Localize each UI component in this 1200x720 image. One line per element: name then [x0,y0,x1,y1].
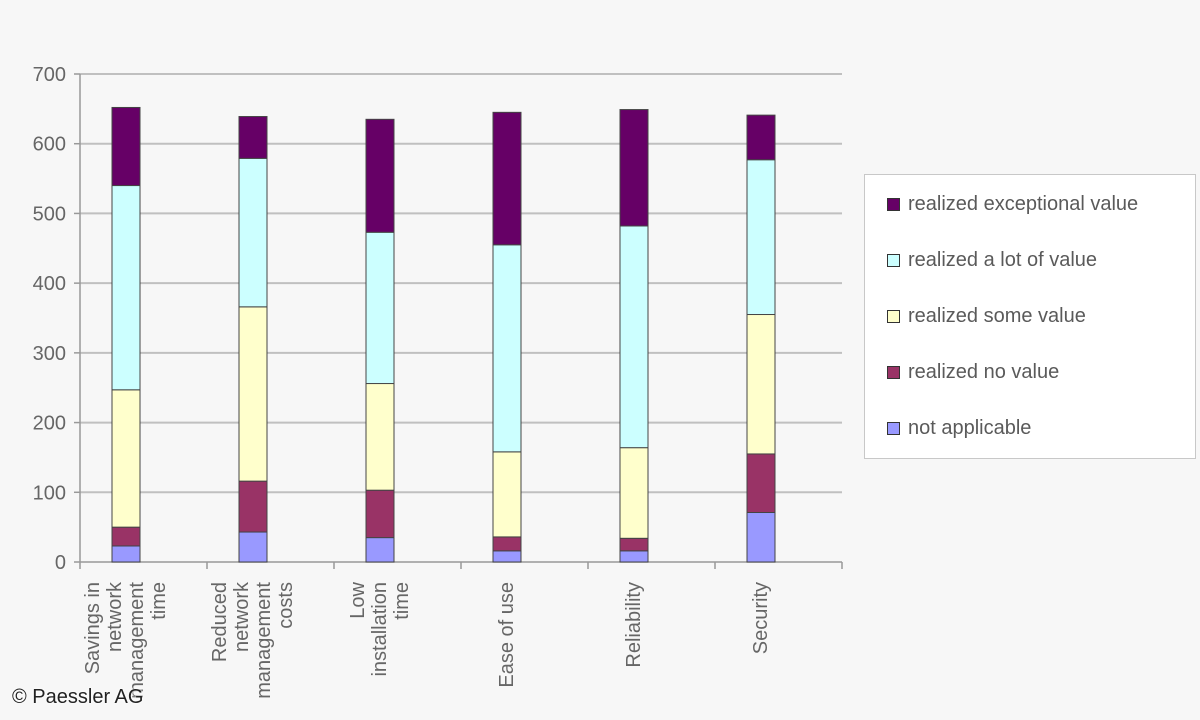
y-tick-label: 600 [33,134,66,156]
legend-item: not applicable [887,417,1031,440]
legend-label: realized a lot of value [908,249,1098,271]
legend-swatch [887,198,900,211]
legend-swatch [887,254,900,267]
bar-segment [492,550,522,563]
bar-segment [492,244,522,453]
legend: realized exceptional value realized a lot… [864,174,1196,459]
x-category-label: installation [369,582,391,677]
bar-segment [238,157,268,308]
bar-segment [365,118,395,233]
x-category-label: Reliability [623,582,645,668]
bar-segment [746,159,776,316]
bar-segment [238,116,268,159]
bar-segment [746,512,776,563]
legend-label: not applicable [908,417,1032,439]
x-category-label: network [104,581,126,652]
bar-segment [238,306,268,482]
bar-segment [619,225,649,449]
y-tick-label: 0 [55,552,66,574]
bar-segment [619,447,649,539]
bar-segment [111,389,141,528]
copyright-notice: © Paessler AG [12,686,144,708]
x-category-label: costs [275,582,297,629]
y-tick-label: 200 [33,413,66,435]
x-category-label: management [126,582,148,699]
bar-segment [619,109,649,227]
legend-swatch [887,310,900,323]
x-category-label: time [148,582,170,620]
x-category-label: time [391,582,413,620]
y-tick-label: 500 [33,203,66,225]
legend-swatch [887,422,900,435]
x-category-label: Reduced [209,582,231,662]
bar-segment [746,453,776,514]
x-category-label: Low [347,581,369,618]
y-tick-label: 700 [33,64,66,86]
legend-label: realized some value [908,305,1086,327]
bar-segment [238,531,268,563]
x-category-label: network [231,581,253,652]
bar-segment [492,536,522,552]
x-category-label: Savings in [82,582,104,674]
legend-item: realized a lot of value [887,249,1097,272]
x-category-label: Security [750,582,772,654]
y-tick-label: 100 [33,482,66,504]
legend-label: realized exceptional value [908,193,1139,215]
y-tick-label: 400 [33,273,66,295]
bar-segment [492,451,522,538]
bar-segment [365,383,395,491]
bar-segment [365,231,395,385]
bar-segment [365,489,395,539]
bar-segment [746,114,776,161]
bar-segment [238,480,268,533]
y-tick-label: 300 [33,343,66,365]
bar-segment [111,106,141,187]
bar-segment [619,537,649,552]
x-category-label: Ease of use [496,582,518,688]
bar-segment [111,185,141,391]
legend-item: realized some value [887,305,1086,328]
legend-item: realized no value [887,361,1059,384]
legend-swatch [887,366,900,379]
bar-segment [111,545,141,563]
bar-segment [492,111,522,246]
bar-segment [111,526,141,547]
bar-segment [746,314,776,455]
legend-label: realized no value [908,361,1060,383]
bar-segment [365,537,395,563]
bar-segment [619,550,649,563]
x-category-label: management [253,582,275,699]
legend-item: realized exceptional value [887,193,1138,216]
